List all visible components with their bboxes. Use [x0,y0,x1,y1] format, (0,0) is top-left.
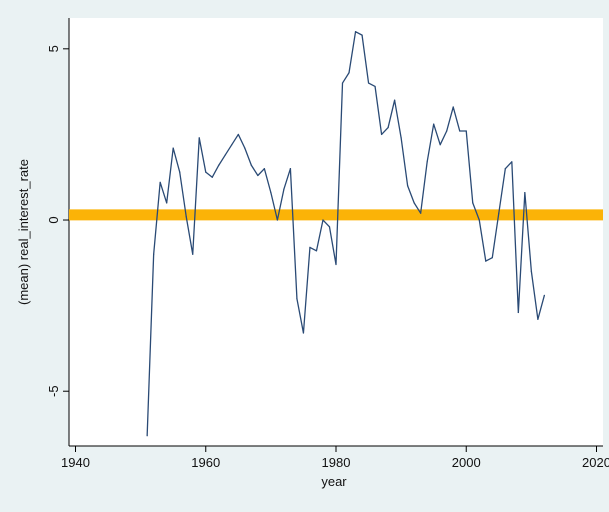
data-point [172,147,174,149]
data-point [166,202,168,204]
data-point [237,133,239,136]
plot-area [69,18,603,446]
x-axis-title: year [321,474,347,489]
data-point [465,130,467,132]
data-point [146,435,148,437]
series-line [146,31,546,436]
data-point [400,137,402,139]
data-point [257,174,259,177]
data-point [491,257,493,259]
data-point [472,202,474,204]
x-tick-label: 1960 [191,455,220,470]
data-point [153,253,155,255]
y-tick-label: 0 [46,216,61,223]
data-point [459,130,461,132]
data-point [218,164,220,166]
data-point [244,147,246,149]
data-point [335,263,337,266]
data-point [439,144,441,146]
data-point [283,188,285,190]
data-point [511,161,513,163]
data-point [309,246,311,249]
data-point [420,212,422,214]
y-tick-label: -5 [46,385,61,397]
data-point [302,332,305,334]
data-point [433,123,435,125]
data-point [270,192,272,194]
data-point [159,181,161,183]
data-point [524,192,526,194]
data-point [354,31,357,33]
axes [63,18,603,452]
data-point [413,202,415,204]
data-point [192,253,194,255]
data-point [289,168,292,170]
data-point [446,130,448,132]
data-point [374,85,376,88]
data-point [485,260,487,262]
x-tick-label: 1940 [61,455,90,470]
data-point [361,34,363,36]
data-point [263,168,265,170]
data-point [231,144,233,146]
data-point [205,171,207,173]
data-point [179,171,181,173]
data-point [322,219,324,221]
data-point [537,318,539,320]
data-point [250,164,252,166]
y-tick-label: 5 [46,45,61,52]
data-point [380,133,383,136]
data-point [185,215,187,218]
data-point [276,219,278,221]
tick-labels: 1940 1960 1980 2000 2020 -5 0 5 [46,45,609,470]
data-point [394,99,396,101]
data-point [387,126,389,129]
data-point [452,106,454,108]
x-tick-label: 1980 [322,455,351,470]
x-tick-label: 2000 [452,455,481,470]
data-point [367,82,370,84]
y-axis-title: (mean) real_interest_rate [16,159,31,305]
data-point [328,226,331,228]
x-tick-label: 2020 [582,455,609,470]
data-point [498,212,500,214]
data-point [211,176,213,178]
data-point [296,298,298,300]
series-group [146,31,546,437]
data-point [504,168,506,170]
data-point [407,185,409,187]
data-point [478,219,480,221]
data-point [426,161,428,163]
data-point [543,294,545,296]
data-point [530,270,532,272]
data-point [315,250,318,252]
data-point [198,137,200,139]
data-point [517,311,519,314]
data-point [224,154,226,156]
data-point [348,72,350,74]
data-point [341,82,344,84]
